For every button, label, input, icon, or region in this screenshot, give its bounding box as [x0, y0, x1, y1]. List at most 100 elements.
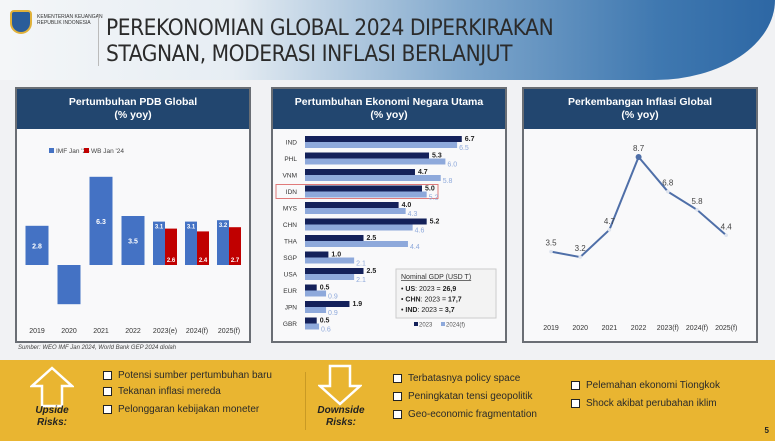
data-label: 2.1 [356, 277, 366, 284]
bar [217, 220, 229, 265]
data-label: 2.7 [231, 258, 240, 264]
y-tick-label: IDN [286, 189, 298, 196]
data-label: 3.5 [128, 239, 138, 246]
x-tick-label: 2023(f) [657, 325, 679, 332]
data-label: 1.9 [352, 301, 362, 308]
data-label: 6.5 [459, 145, 469, 152]
inflation-chart-panel: Perkembangan Inflasi Global (% yoy) [522, 87, 758, 343]
legend-label: 2023 [419, 323, 433, 329]
risk-item: Peningkatan tensi geopolitik [390, 390, 570, 403]
data-label: 0.9 [328, 310, 338, 317]
divider [98, 14, 99, 66]
bar [305, 274, 355, 280]
risk-item: Pelonggaran kebijakan moneter [100, 403, 300, 416]
data-label: 2.4 [199, 258, 208, 264]
bar [305, 169, 415, 175]
y-tick-label: PHL [284, 156, 297, 163]
x-tick-label: 2019 [543, 325, 559, 332]
data-label: 3.1 [155, 225, 164, 231]
data-point [607, 228, 612, 232]
data-label: 3.5 [545, 239, 557, 248]
data-label: 8.7 [633, 144, 645, 153]
data-point [635, 154, 642, 160]
data-label: 6.3 [96, 219, 106, 226]
risk-item: Terbatasnya policy space [390, 372, 570, 385]
bar [305, 251, 329, 258]
data-label: 2.8 [32, 243, 42, 250]
x-tick-label: 2019 [29, 328, 45, 335]
bar [25, 225, 49, 265]
legend-swatch [414, 322, 418, 326]
legend-label: WB Jan '24 [91, 148, 124, 155]
ministry-logo-icon [10, 10, 32, 34]
gdp-chart-header: Pertumbuhan PDB Global (% yoy) [17, 89, 249, 129]
data-label: 5.8 [443, 178, 453, 185]
bar [305, 218, 427, 225]
bar [89, 176, 113, 265]
bar [305, 158, 446, 165]
x-tick-label: 2022 [125, 328, 141, 335]
chart-title: Pertumbuhan Ekonomi Negara Utama [294, 96, 484, 108]
legend-label: IMF Jan '24 [56, 148, 90, 155]
data-label: 4.7 [418, 169, 428, 176]
data-label: 3.2 [575, 244, 587, 253]
bar [305, 191, 427, 198]
x-tick-label: 2024(f) [186, 328, 208, 335]
data-label: 2.5 [367, 235, 377, 242]
header-banner: KEMENTERIAN KEUANGAN REPUBLIK INDONESIA P… [0, 0, 775, 80]
bar [305, 317, 317, 324]
data-label: 1.0 [331, 252, 341, 259]
legend-label: 2024(f) [446, 323, 465, 329]
annotation-title: Nominal GDP (USD T) [401, 274, 471, 281]
downside-label: Downside Risks: [317, 405, 365, 428]
x-tick-label: 2022 [631, 325, 647, 332]
legend-swatch [49, 148, 54, 153]
chart-subtitle: (% yoy) [621, 109, 659, 121]
countries-chart-header: Pertumbuhan Ekonomi Negara Utama (% yoy) [273, 89, 505, 129]
data-label: 4.3 [408, 211, 418, 218]
source-note: Sumber: WEO IMF Jan 2024, World Bank GEP… [18, 345, 177, 351]
data-point [578, 255, 582, 259]
data-point [666, 189, 670, 194]
gdp-chart-panel: Pertumbuhan PDB Global (% yoy) [15, 87, 251, 343]
bar [305, 307, 327, 313]
data-label: 4.6 [415, 228, 425, 235]
data-point [695, 207, 699, 212]
annotation-item: • US: 2023 = 26,9 [401, 286, 456, 293]
inflation-line [550, 155, 727, 259]
bar [305, 202, 399, 208]
data-label: 2.5 [367, 268, 377, 275]
bar [305, 185, 422, 192]
data-label: 4.4 [721, 222, 733, 231]
y-tick-label: IND [286, 140, 298, 147]
risk-item: Tekanan inflasi mereda [100, 385, 300, 398]
data-label: 5.0 [425, 186, 435, 193]
data-label: 5.2 [429, 195, 439, 202]
bar [305, 175, 441, 181]
bar [185, 221, 197, 265]
x-tick-label: 2020 [572, 325, 588, 332]
x-tick-label: 2021 [93, 328, 109, 335]
x-tick-label: 2024(f) [686, 325, 708, 332]
chart-subtitle: (% yoy) [114, 109, 152, 121]
y-tick-label: JPN [285, 305, 298, 312]
bar [305, 323, 320, 330]
data-label: 5.8 [691, 197, 703, 206]
title-line1: PEREKONOMIAN GLOBAL 2024 DIPERKIRAKAN [106, 16, 554, 41]
data-label: 2.6 [167, 258, 176, 264]
risk-item: Shock akibat perubahan iklim [568, 397, 768, 410]
up-arrow-icon [30, 366, 74, 408]
bar [305, 235, 364, 241]
data-label: 2.1 [356, 261, 366, 268]
bar [305, 152, 430, 159]
data-label: 6.8 [662, 179, 674, 188]
annotation-item: • CHN: 2023 = 17,7 [401, 297, 462, 304]
risk-item: Pelemahan ekonomi Tiongkok [568, 379, 768, 392]
inflation-chart-header: Perkembangan Inflasi Global (% yoy) [524, 89, 756, 129]
bar [305, 224, 413, 231]
data-point [549, 249, 553, 254]
data-label: 5.3 [432, 153, 442, 160]
data-label: 6.7 [465, 136, 475, 143]
annotation-item: • IND: 2023 = 3,7 [401, 307, 455, 314]
bar [305, 257, 355, 264]
